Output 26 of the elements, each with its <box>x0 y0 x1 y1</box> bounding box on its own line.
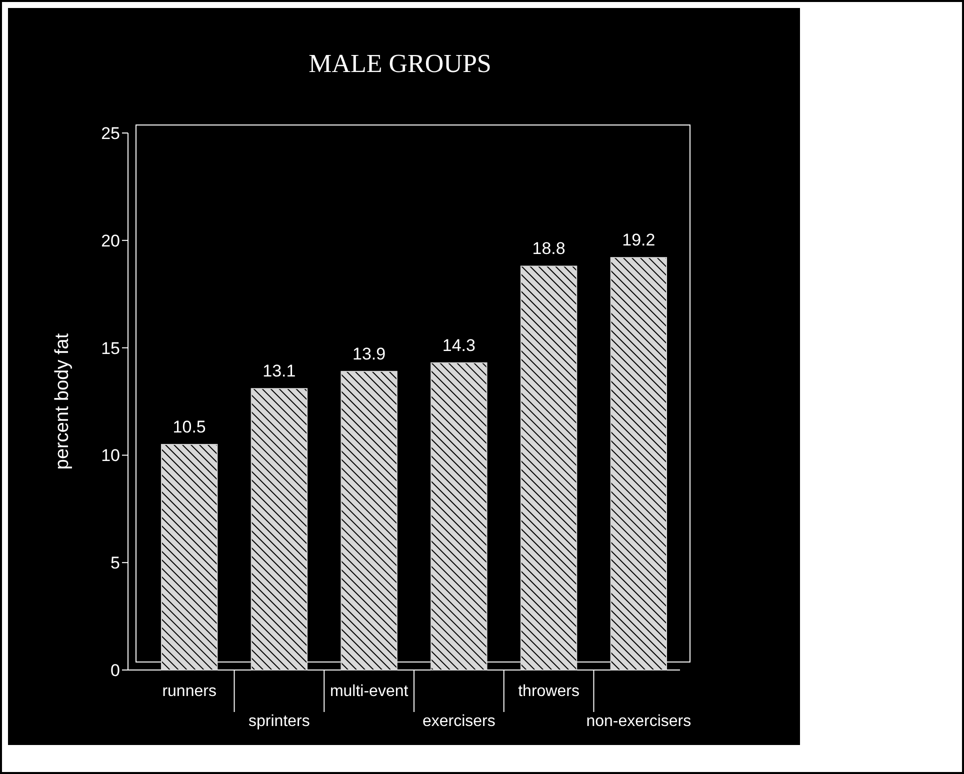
data-label: 14.3 <box>442 336 476 355</box>
x-tick-label: multi-event <box>330 683 409 700</box>
y-tick-label: 5 <box>110 554 120 573</box>
y-tick-label: 0 <box>110 661 120 680</box>
data-label: 19.2 <box>622 230 656 250</box>
bar <box>160 444 218 670</box>
chart-title: MALE GROUPS <box>308 49 492 78</box>
x-tick-label: exercisers <box>422 713 496 730</box>
bar <box>430 362 488 670</box>
data-label: 13.1 <box>262 362 296 381</box>
bar <box>520 266 578 670</box>
y-tick-label: 15 <box>101 338 120 358</box>
bar <box>250 388 308 670</box>
x-tick-label: throwers <box>518 683 580 700</box>
bar <box>610 257 668 670</box>
data-label: 10.5 <box>172 417 206 436</box>
bar <box>340 370 398 670</box>
data-label: 18.8 <box>532 239 566 258</box>
y-tick-label: 25 <box>101 124 120 143</box>
y-tick-label: 10 <box>101 446 120 466</box>
y-tick-label: 20 <box>101 231 120 250</box>
y-axis-title: percent body fat <box>52 332 73 470</box>
x-tick-label: sprinters <box>248 713 310 730</box>
data-label: 13.9 <box>352 344 386 364</box>
x-tick-label: non-exercisers <box>586 713 692 730</box>
x-tick-label: runners <box>162 683 216 700</box>
